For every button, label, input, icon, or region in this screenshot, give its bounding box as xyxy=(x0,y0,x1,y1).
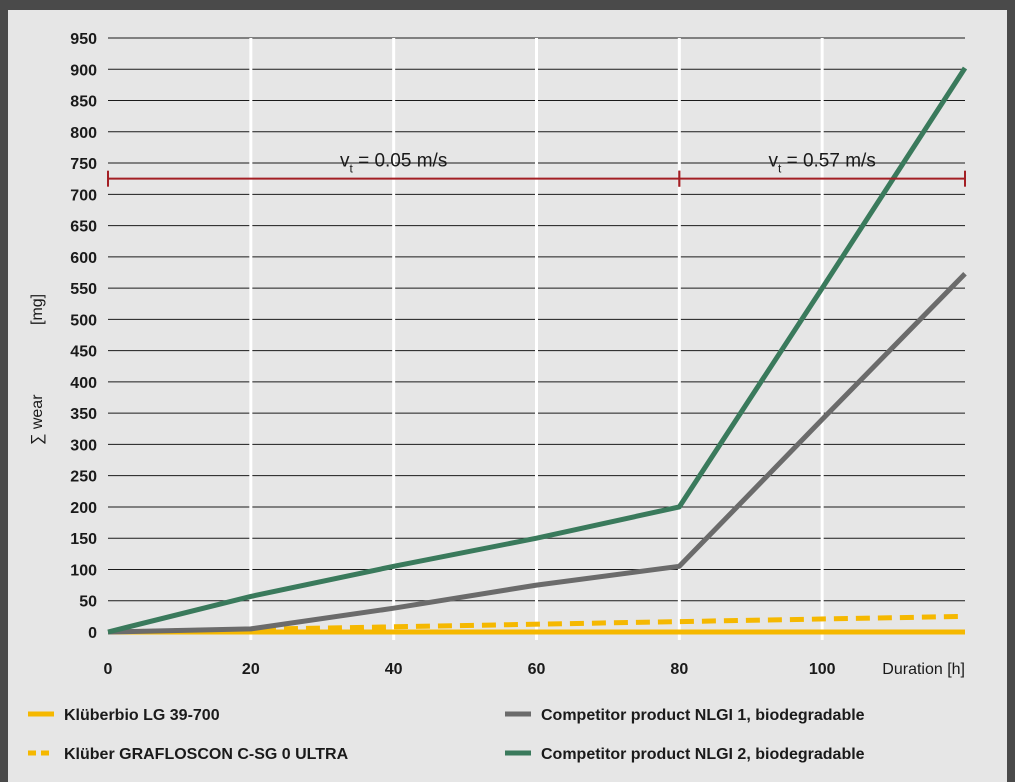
legend: Klüberbio LG 39-700 Klüber GRAFLOSCON C-S… xyxy=(28,707,865,763)
y-tick-label: 0 xyxy=(88,625,97,642)
y-tick-label: 850 xyxy=(70,94,97,111)
series-line-4 xyxy=(107,66,968,635)
y-tick-label: 950 xyxy=(70,31,97,48)
y-tick-label: 800 xyxy=(70,125,97,142)
y-tick-label: 250 xyxy=(70,469,97,486)
x-tick-label: 60 xyxy=(528,661,546,678)
speed-annotations: vt = 0.05 m/s vt = 0.57 m/s xyxy=(107,151,966,187)
y-tick-label: 150 xyxy=(70,531,97,548)
y-tick-label: 200 xyxy=(70,500,97,517)
legend-label-1: Klüberbio LG 39-700 xyxy=(64,707,220,724)
series-line-3 xyxy=(107,271,967,635)
legend-label-3: Competitor product NLGI 1, biodegradable xyxy=(541,707,865,724)
y-tick-label: 450 xyxy=(70,344,97,361)
y-tick-label: 50 xyxy=(79,594,97,611)
y-tick-labels: 0 50 100 150 200 250 300 350 400 450 500 550 600 650 7… xyxy=(70,31,97,642)
y-axis-label: ∑ wear xyxy=(29,394,46,445)
y-tick-label: 750 xyxy=(70,156,97,173)
y-tick-label: 400 xyxy=(70,375,97,392)
y-axis-unit: [mg] xyxy=(29,294,46,325)
y-tick-label: 100 xyxy=(70,562,97,579)
y-tick-label: 600 xyxy=(70,250,97,267)
y-tick-label: 350 xyxy=(70,406,97,423)
x-tick-label: 40 xyxy=(385,661,403,678)
x-tick-label: 0 xyxy=(104,661,113,678)
x-tick-label: 100 xyxy=(809,661,836,678)
annotation-label-1: vt = 0.05 m/s xyxy=(340,151,447,176)
y-tick-label: 700 xyxy=(70,187,97,204)
y-tick-label: 500 xyxy=(70,312,97,329)
y-tick-label: 650 xyxy=(70,219,97,236)
series-lines xyxy=(107,66,968,635)
legend-label-4: Competitor product NLGI 2, biodegradable xyxy=(541,746,865,763)
y-tick-label: 550 xyxy=(70,281,97,298)
x-axis-label: Duration [h] xyxy=(882,661,965,678)
x-tick-label: 20 xyxy=(242,661,260,678)
x-tick-label: 80 xyxy=(670,661,688,678)
annotation-label-2: vt = 0.57 m/s xyxy=(768,151,875,176)
legend-label-2: Klüber GRAFLOSCON C-SG 0 ULTRA xyxy=(64,746,349,763)
axis-labels: Duration [h] ∑ wear [mg] xyxy=(29,294,965,678)
y-tick-label: 300 xyxy=(70,437,97,454)
vertical-gridlines xyxy=(249,38,824,640)
y-tick-label: 900 xyxy=(70,62,97,79)
x-tick-labels: 0 20 40 60 80 100 xyxy=(104,661,836,678)
